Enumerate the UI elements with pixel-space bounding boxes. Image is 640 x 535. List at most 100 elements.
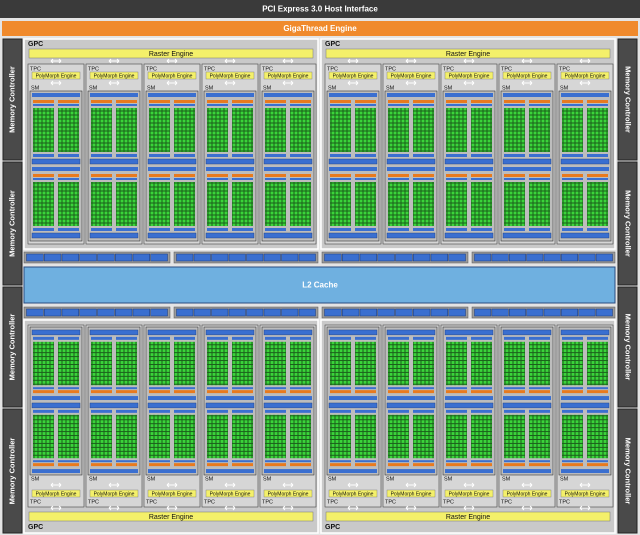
sm	[558, 326, 612, 476]
arrow	[521, 505, 533, 511]
polymorph-engine-label: PolyMorph Engine	[36, 491, 77, 497]
tpc-label: TPC	[385, 66, 396, 72]
polymorph-engine	[502, 489, 552, 498]
sm-bar	[91, 154, 112, 157]
cuda-cores	[33, 341, 54, 386]
sm-bar	[232, 336, 253, 340]
arrow	[108, 80, 120, 86]
blocks: Memory Controller Memory Controller Memory…	[2, 38, 638, 534]
l2-slice	[176, 308, 194, 317]
polymorph-engine	[31, 489, 81, 498]
tpc-label: TPC	[204, 499, 215, 505]
sm-bar	[263, 232, 313, 239]
arrow	[521, 80, 533, 86]
sm-bar	[502, 402, 552, 409]
cuda-cores	[116, 341, 137, 386]
l2-slice	[263, 253, 281, 262]
cuda-cores	[207, 108, 228, 152]
sm-label: SM	[205, 85, 214, 91]
sm-bar	[149, 178, 170, 180]
sm-bar	[413, 409, 434, 413]
polymorph-engine	[89, 71, 139, 80]
sm-bar	[89, 158, 139, 165]
l2-slice	[79, 308, 97, 317]
sm-bar	[329, 396, 377, 401]
sm-bar	[386, 158, 436, 165]
arrow	[166, 482, 178, 488]
sm-bar	[207, 387, 228, 390]
sm	[442, 90, 496, 242]
sm-bar	[58, 100, 79, 103]
sm-bar	[265, 390, 286, 394]
sm	[203, 326, 257, 476]
polymorph-engine	[205, 71, 255, 80]
arrow	[50, 80, 62, 86]
sm-bar	[587, 228, 608, 231]
sm-label: SM	[560, 85, 569, 91]
sm-bar	[33, 228, 54, 231]
sm-bar	[33, 390, 54, 394]
cuda-cores	[388, 108, 409, 152]
l2-slice	[430, 253, 448, 262]
sm-bar	[504, 100, 525, 103]
sm-bar	[265, 174, 286, 177]
memory-controller	[617, 161, 638, 286]
sm-bar	[328, 158, 378, 165]
sm-bar	[90, 469, 138, 474]
sm-bar	[32, 167, 80, 171]
cuda-cores	[413, 108, 434, 152]
sm-bar	[174, 154, 195, 157]
l2-row	[23, 306, 171, 319]
l2-row	[321, 306, 469, 319]
cuda-cores	[149, 414, 170, 459]
memory-controller	[2, 38, 23, 161]
sm-bar	[206, 396, 254, 401]
sm-bar	[58, 387, 79, 390]
sm	[500, 90, 554, 242]
cuda-cores	[355, 414, 376, 459]
polymorph-engine-label: PolyMorph Engine	[268, 73, 309, 79]
l2-slice	[543, 253, 561, 262]
tpc-label: TPC	[559, 499, 570, 505]
sm-bar	[561, 396, 609, 401]
sm-bar	[263, 158, 313, 165]
sm-bar	[446, 463, 467, 467]
cuda-cores	[33, 108, 54, 152]
sm-bar	[116, 100, 137, 103]
sm-bar	[264, 396, 312, 401]
sm-bar	[149, 460, 170, 463]
sm-bar	[265, 460, 286, 463]
sm-bar	[328, 329, 378, 336]
sm-bar	[116, 460, 137, 463]
polymorph-engine-label: PolyMorph Engine	[94, 73, 135, 79]
sm-bar	[116, 104, 137, 106]
sm-bar	[444, 329, 494, 336]
sm-bar	[502, 232, 552, 239]
tpc-label: TPC	[327, 499, 338, 505]
l2-slice	[246, 253, 264, 262]
memory-controller	[617, 286, 638, 408]
l2-slice	[298, 308, 316, 317]
sm	[145, 90, 199, 242]
raster-engine-label: Raster Engine	[149, 51, 193, 58]
cuda-cores	[529, 182, 550, 226]
sm-bar	[413, 463, 434, 467]
gpc-label: GPC	[325, 524, 340, 531]
arrow	[108, 482, 120, 488]
arrow	[224, 482, 236, 488]
sm-bar	[174, 409, 195, 413]
cuda-cores	[587, 341, 608, 386]
cuda-cores	[149, 182, 170, 226]
sm-bar	[529, 390, 550, 394]
sm-bar	[355, 228, 376, 231]
cuda-cores	[265, 341, 286, 386]
sm-bar	[446, 336, 467, 340]
l2-slice	[132, 308, 150, 317]
sm-bar	[58, 228, 79, 231]
arrow	[108, 58, 120, 64]
sm-label: SM	[205, 476, 214, 482]
sm-bar	[446, 228, 467, 231]
sm-bar	[529, 178, 550, 180]
sm-bar	[149, 174, 170, 177]
